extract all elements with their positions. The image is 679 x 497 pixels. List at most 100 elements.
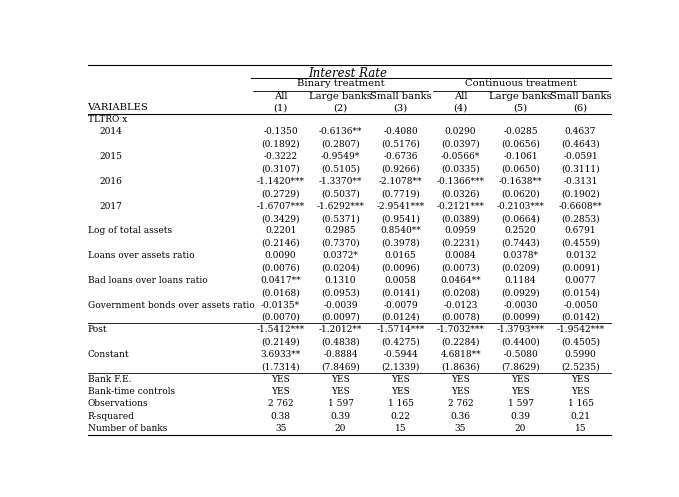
- Text: Number of banks: Number of banks: [88, 424, 167, 433]
- Text: (0.1892): (0.1892): [261, 140, 300, 149]
- Text: (0.4275): (0.4275): [381, 337, 420, 347]
- Text: (5): (5): [513, 103, 528, 112]
- Text: (0.0124): (0.0124): [382, 313, 420, 322]
- Text: TLTRO x: TLTRO x: [88, 115, 127, 124]
- Text: Bad loans over loans ratio: Bad loans over loans ratio: [88, 276, 207, 285]
- Text: 0.2520: 0.2520: [505, 227, 536, 236]
- Text: -0.1638**: -0.1638**: [499, 177, 543, 186]
- Text: (0.0096): (0.0096): [381, 263, 420, 272]
- Text: 0.0417**: 0.0417**: [260, 276, 301, 285]
- Text: (0.3978): (0.3978): [382, 239, 420, 248]
- Text: 2 762: 2 762: [447, 400, 473, 409]
- Text: 0.0084: 0.0084: [445, 251, 477, 260]
- Text: 0.22: 0.22: [390, 412, 411, 421]
- Text: Interest Rate: Interest Rate: [308, 67, 388, 80]
- Text: (0.4643): (0.4643): [562, 140, 600, 149]
- Text: (0.4838): (0.4838): [321, 337, 360, 347]
- Text: Log of total assets: Log of total assets: [88, 227, 172, 236]
- Text: (0.3111): (0.3111): [562, 165, 600, 173]
- Text: YES: YES: [452, 387, 470, 396]
- Text: YES: YES: [271, 387, 290, 396]
- Text: 0.0464**: 0.0464**: [440, 276, 481, 285]
- Text: (2): (2): [333, 103, 348, 112]
- Text: (3): (3): [394, 103, 407, 112]
- Text: -0.2103***: -0.2103***: [496, 202, 545, 211]
- Text: -0.9549*: -0.9549*: [321, 152, 361, 161]
- Text: 2016: 2016: [99, 177, 122, 186]
- Text: 0.1310: 0.1310: [325, 276, 356, 285]
- Text: (0.0389): (0.0389): [441, 214, 480, 223]
- Text: 0.39: 0.39: [331, 412, 350, 421]
- Text: (0.0091): (0.0091): [562, 263, 600, 272]
- Text: 0.1184: 0.1184: [504, 276, 536, 285]
- Text: (0.2284): (0.2284): [441, 337, 480, 347]
- Text: 0.0372*: 0.0372*: [323, 251, 359, 260]
- Text: (2.1339): (2.1339): [382, 362, 420, 371]
- Text: Small banks: Small banks: [550, 92, 611, 101]
- Text: -0.0123: -0.0123: [443, 301, 478, 310]
- Text: (0.5105): (0.5105): [321, 165, 360, 173]
- Text: (2.5235): (2.5235): [562, 362, 600, 371]
- Text: R-squared: R-squared: [88, 412, 134, 421]
- Text: (0.7719): (0.7719): [381, 189, 420, 198]
- Text: (0.0099): (0.0099): [501, 313, 540, 322]
- Text: -0.6736: -0.6736: [384, 152, 418, 161]
- Text: (0.2146): (0.2146): [261, 239, 300, 248]
- Text: (0.3429): (0.3429): [261, 214, 300, 223]
- Text: YES: YES: [571, 387, 590, 396]
- Text: 0.39: 0.39: [511, 412, 530, 421]
- Text: -0.0135*: -0.0135*: [261, 301, 300, 310]
- Text: 3.6933**: 3.6933**: [261, 350, 301, 359]
- Text: (4): (4): [454, 103, 468, 112]
- Text: -0.1366***: -0.1366***: [437, 177, 485, 186]
- Text: YES: YES: [511, 387, 530, 396]
- Text: (0.4400): (0.4400): [501, 337, 540, 347]
- Text: 0.0378*: 0.0378*: [502, 251, 538, 260]
- Text: (0.0335): (0.0335): [441, 165, 480, 173]
- Text: -2.1078**: -2.1078**: [379, 177, 422, 186]
- Text: YES: YES: [331, 387, 350, 396]
- Text: (0.0209): (0.0209): [501, 263, 540, 272]
- Text: (1.8636): (1.8636): [441, 362, 480, 371]
- Text: (1.7314): (1.7314): [261, 362, 300, 371]
- Text: Bank-time controls: Bank-time controls: [88, 387, 175, 396]
- Text: (0.0208): (0.0208): [441, 288, 480, 297]
- Text: -1.9542***: -1.9542***: [557, 326, 604, 334]
- Text: (0.5176): (0.5176): [381, 140, 420, 149]
- Text: -0.3131: -0.3131: [564, 177, 598, 186]
- Text: 0.0058: 0.0058: [385, 276, 416, 285]
- Text: Observations: Observations: [88, 400, 148, 409]
- Text: (0.2807): (0.2807): [321, 140, 360, 149]
- Text: VARIABLES: VARIABLES: [88, 103, 148, 112]
- Text: Binary treatment: Binary treatment: [297, 79, 384, 88]
- Text: (0.0142): (0.0142): [562, 313, 600, 322]
- Text: -1.6707***: -1.6707***: [257, 202, 305, 211]
- Text: 15: 15: [394, 424, 407, 433]
- Text: 1 597: 1 597: [508, 400, 534, 409]
- Text: -0.1061: -0.1061: [503, 152, 538, 161]
- Text: (1): (1): [274, 103, 288, 112]
- Text: -0.0030: -0.0030: [503, 301, 538, 310]
- Text: (0.0326): (0.0326): [441, 189, 480, 198]
- Text: -1.5412***: -1.5412***: [257, 326, 305, 334]
- Text: (0.7443): (0.7443): [501, 239, 540, 248]
- Text: YES: YES: [452, 375, 470, 384]
- Text: -1.3370**: -1.3370**: [319, 177, 363, 186]
- Text: (0.0073): (0.0073): [441, 263, 480, 272]
- Text: 0.2201: 0.2201: [265, 227, 296, 236]
- Text: (0.7370): (0.7370): [321, 239, 360, 248]
- Text: (0.0650): (0.0650): [501, 165, 540, 173]
- Text: -1.1420***: -1.1420***: [257, 177, 305, 186]
- Text: 0.4637: 0.4637: [565, 128, 596, 137]
- Text: (0.0154): (0.0154): [561, 288, 600, 297]
- Text: (7.8629): (7.8629): [501, 362, 540, 371]
- Text: (0.5037): (0.5037): [321, 189, 360, 198]
- Text: YES: YES: [511, 375, 530, 384]
- Text: 1 165: 1 165: [568, 400, 593, 409]
- Text: YES: YES: [331, 375, 350, 384]
- Text: 2017: 2017: [99, 202, 122, 211]
- Text: (0.9541): (0.9541): [381, 214, 420, 223]
- Text: 0.0132: 0.0132: [565, 251, 596, 260]
- Text: Post: Post: [88, 326, 107, 334]
- Text: (0.0620): (0.0620): [501, 189, 540, 198]
